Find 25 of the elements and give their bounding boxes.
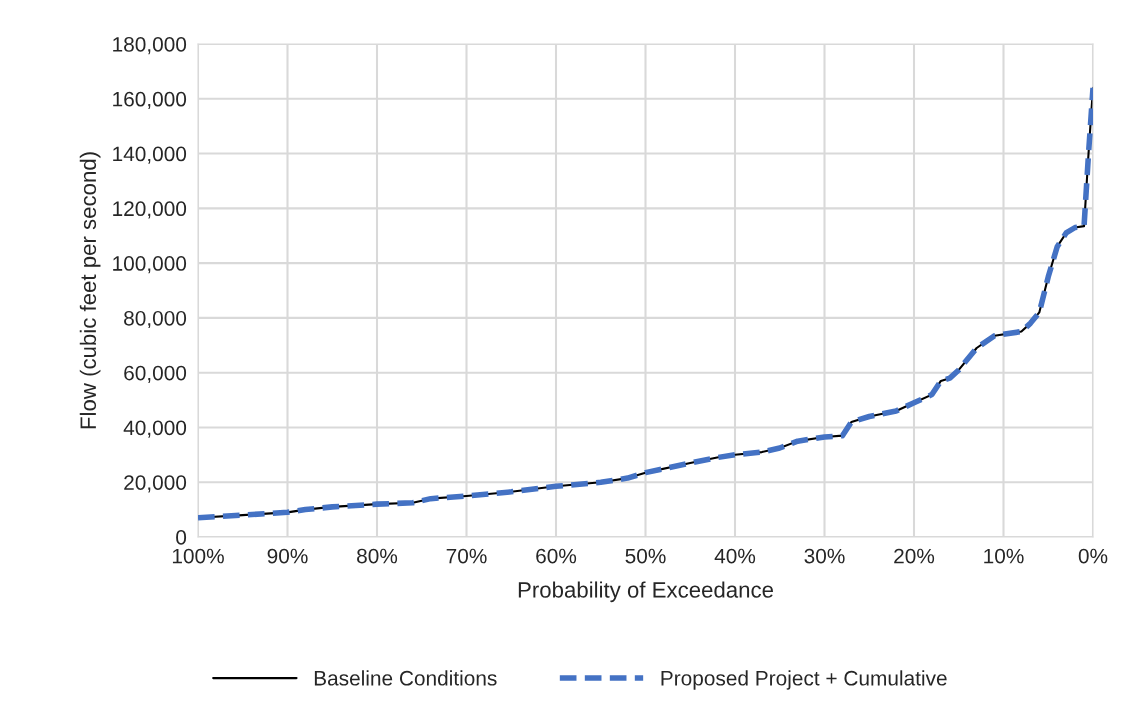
x-tick-label: 90% — [267, 548, 308, 564]
y-tick-label: 140,000 — [113, 146, 187, 164]
x-tick-label: 50% — [625, 548, 666, 564]
y-tick-label: 40,000 — [123, 420, 187, 438]
x-tick-label: 100% — [172, 548, 224, 564]
y-tick-label: 20,000 — [124, 475, 187, 493]
legend-label: Proposed Project + Cumulative — [661, 670, 947, 690]
x-tick-label: 60% — [536, 548, 577, 564]
x-tick-label: 30% — [804, 548, 845, 564]
x-axis-title: Probability of Exceedance — [518, 581, 773, 603]
x-tick-label: 20% — [894, 548, 935, 564]
x-tick-label: 0% — [1078, 548, 1108, 564]
x-tick-label: 70% — [446, 548, 487, 564]
legend-label: Baseline Conditions — [314, 670, 497, 686]
y-tick-label: 0 — [176, 530, 187, 545]
x-tick-label: 10% — [984, 548, 1024, 564]
y-tick-label: 160,000 — [113, 91, 187, 109]
y-tick-label: 60,000 — [124, 365, 187, 383]
y-tick-label: 100,000 — [113, 256, 187, 274]
y-tick-label: 120,000 — [113, 201, 187, 219]
y-axis-title: Flow (cubic feet per second) — [79, 152, 101, 429]
y-tick-label: 80,000 — [124, 310, 187, 329]
x-tick-label: 40% — [714, 548, 756, 564]
y-tick-label: 180,000 — [113, 37, 187, 55]
x-tick-label: 80% — [357, 548, 398, 564]
